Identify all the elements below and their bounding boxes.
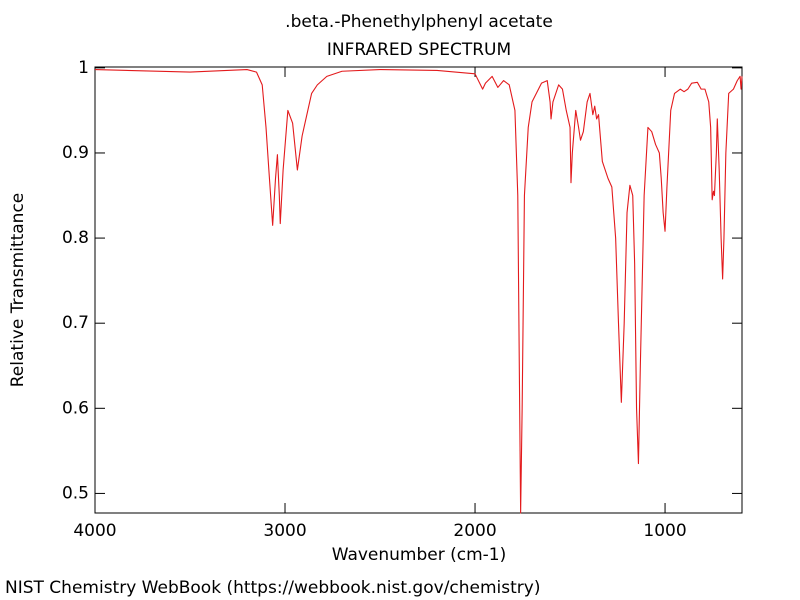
x-tick-label: 2000 [453,521,496,541]
plot-frame [94,66,743,514]
y-tick-label: 1 [78,58,89,78]
x-tick-label: 1000 [643,521,686,541]
footer: NIST Chemistry WebBook (https://webbook.… [5,578,540,598]
y-tick-label: 0.9 [62,143,89,163]
y-tick-label: 0.6 [62,398,89,418]
chart-title: .beta.-Phenethylphenyl acetate [285,12,553,32]
x-tick-label: 4000 [73,521,116,541]
x-axis-label: Wavenumber (cm-1) [332,545,507,565]
spectrum-line [94,69,743,514]
y-tick-label: 0.5 [62,483,89,503]
y-axis-label: Relative Transmittance [8,193,28,388]
y-tick-label: 0.8 [62,228,89,248]
chart-subtitle: INFRARED SPECTRUM [327,40,511,60]
x-tick-label: 3000 [263,521,306,541]
y-tick-label: 0.7 [62,313,89,333]
